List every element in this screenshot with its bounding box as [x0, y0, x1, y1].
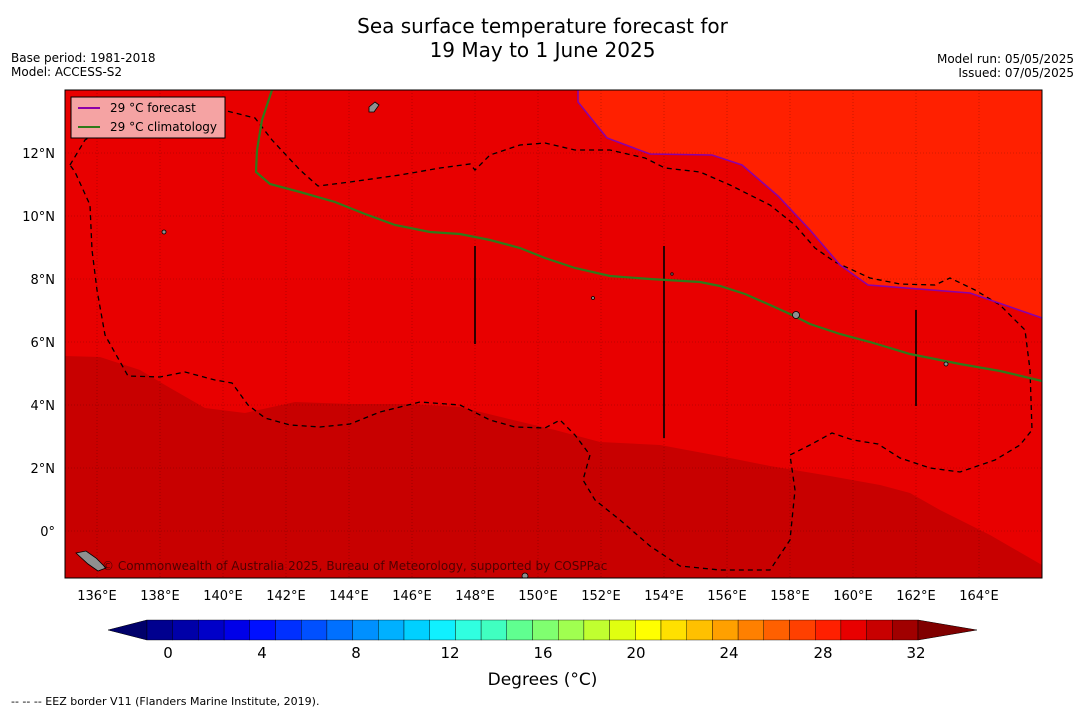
lat-axis-labels: 12°N 10°N 8°N 6°N 4°N 2°N 0°	[22, 147, 55, 540]
colorbar-tick: 28	[813, 644, 832, 662]
climatology-29c-contour	[254, 90, 1042, 383]
colorbar-cells	[146, 619, 919, 641]
colorbar-cell	[352, 619, 379, 641]
lat-label: 2°N	[31, 462, 56, 477]
lon-label: 162°E	[896, 589, 936, 604]
issued-date: Issued: 07/05/2025	[958, 66, 1074, 80]
eez-footer-note: -- -- -- EEZ border V11 (Flanders Marine…	[11, 695, 320, 708]
colorbar-cell	[480, 619, 508, 641]
colorbar-cell	[660, 619, 687, 641]
lon-label: 160°E	[833, 589, 873, 604]
lon-label: 152°E	[581, 589, 621, 604]
colorbar-tick: 8	[351, 644, 361, 662]
colorbar-cell	[789, 619, 816, 641]
colorbar-cell	[198, 619, 225, 641]
lon-label: 154°E	[644, 589, 684, 604]
colorbar-tick: 24	[719, 644, 738, 662]
colorbar-cell	[455, 619, 482, 641]
lon-label: 158°E	[770, 589, 810, 604]
colorbar-tick: 20	[626, 644, 645, 662]
colorbar-tick: 32	[906, 644, 925, 662]
colorbar-cell	[866, 619, 893, 641]
lon-label: 144°E	[329, 589, 369, 604]
lon-label: 150°E	[518, 589, 558, 604]
lon-axis-labels: 136°E 138°E 140°E 142°E 144°E 146°E 148°…	[77, 589, 999, 604]
lat-label: 6°N	[31, 336, 56, 351]
colorbar-cell	[763, 619, 790, 641]
lat-label: 4°N	[31, 399, 56, 414]
model-name: Model: ACCESS-S2	[11, 65, 123, 79]
segment-lines	[474, 246, 917, 438]
colorbar-cell	[583, 619, 610, 641]
forecast-29c-contour	[577, 90, 1042, 319]
colorbar-cell	[301, 619, 328, 641]
colorbar-over-arrow	[917, 619, 978, 641]
sst-band-29-30	[578, 90, 1042, 318]
colorbar-cell	[737, 619, 764, 641]
colorbar-cell	[275, 619, 302, 641]
lon-label: 142°E	[266, 589, 306, 604]
colorbar-tick: 12	[440, 644, 459, 662]
colorbar-title: Degrees (°C)	[487, 670, 598, 690]
lat-label: 10°N	[22, 210, 55, 225]
colorbar-cell	[326, 619, 353, 641]
legend-climatology-label: 29 °C climatology	[110, 120, 217, 134]
eez-borders	[69, 107, 1033, 571]
colorbar-cell	[712, 619, 739, 641]
meta-left: Base period: 1981-2018 Model: ACCESS-S2	[11, 51, 156, 79]
colorbar-cell	[686, 619, 713, 641]
colorbar-cell	[378, 619, 405, 641]
base-period: Base period: 1981-2018	[11, 51, 156, 65]
map-legend: 29 °C forecast 29 °C climatology	[70, 96, 226, 139]
lon-label: 164°E	[959, 589, 999, 604]
colorbar-cell	[532, 619, 559, 641]
sst-band-31-32	[65, 356, 1042, 578]
title-line-1: Sea surface temperature forecast for	[357, 14, 728, 38]
colorbar-under-arrow	[107, 619, 148, 641]
legend-forecast-label: 29 °C forecast	[110, 101, 196, 115]
colorbar-cell	[635, 619, 662, 641]
lat-label: 8°N	[31, 273, 56, 288]
meta-right: Model run: 05/05/2025 Issued: 07/05/2025	[937, 52, 1074, 80]
colorbar-cell	[146, 619, 173, 641]
colorbar-cell	[892, 619, 919, 641]
colorbar-tick: 4	[257, 644, 267, 662]
islands	[75, 101, 949, 578]
colorbar-ticks: 0 4 8 12 16 20 24 28 32	[163, 644, 925, 662]
map-frame	[64, 89, 1043, 579]
title-line-2: 19 May to 1 June 2025	[429, 38, 656, 62]
colorbar-cell	[429, 619, 456, 641]
copyright-text: © Commonwealth of Australia 2025, Bureau…	[102, 559, 607, 573]
colorbar-cell	[506, 619, 533, 641]
lon-label: 156°E	[707, 589, 747, 604]
chart-title: Sea surface temperature forecast for 19 …	[0, 14, 1085, 62]
colorbar-cell	[223, 619, 251, 641]
model-run: Model run: 05/05/2025	[936, 52, 1074, 66]
lat-label: 12°N	[22, 147, 55, 162]
colorbar-cell	[249, 619, 276, 641]
lon-label: 138°E	[140, 589, 180, 604]
lat-label: 0°	[40, 525, 55, 540]
colorbar-tick: 16	[533, 644, 552, 662]
lon-label: 140°E	[203, 589, 243, 604]
lon-label: 146°E	[392, 589, 432, 604]
lon-label: 148°E	[455, 589, 495, 604]
colorbar-cell	[815, 619, 842, 641]
colorbar-cell	[403, 619, 430, 641]
lon-label: 136°E	[77, 589, 117, 604]
colorbar-cell	[609, 619, 636, 641]
colorbar-cell	[840, 619, 867, 641]
colorbar-cell	[172, 619, 199, 641]
colorbar-cell	[558, 619, 585, 641]
colorbar-tick: 0	[163, 644, 173, 662]
colorbar: 0 4 8 12 16 20 24 28 32	[107, 619, 978, 662]
